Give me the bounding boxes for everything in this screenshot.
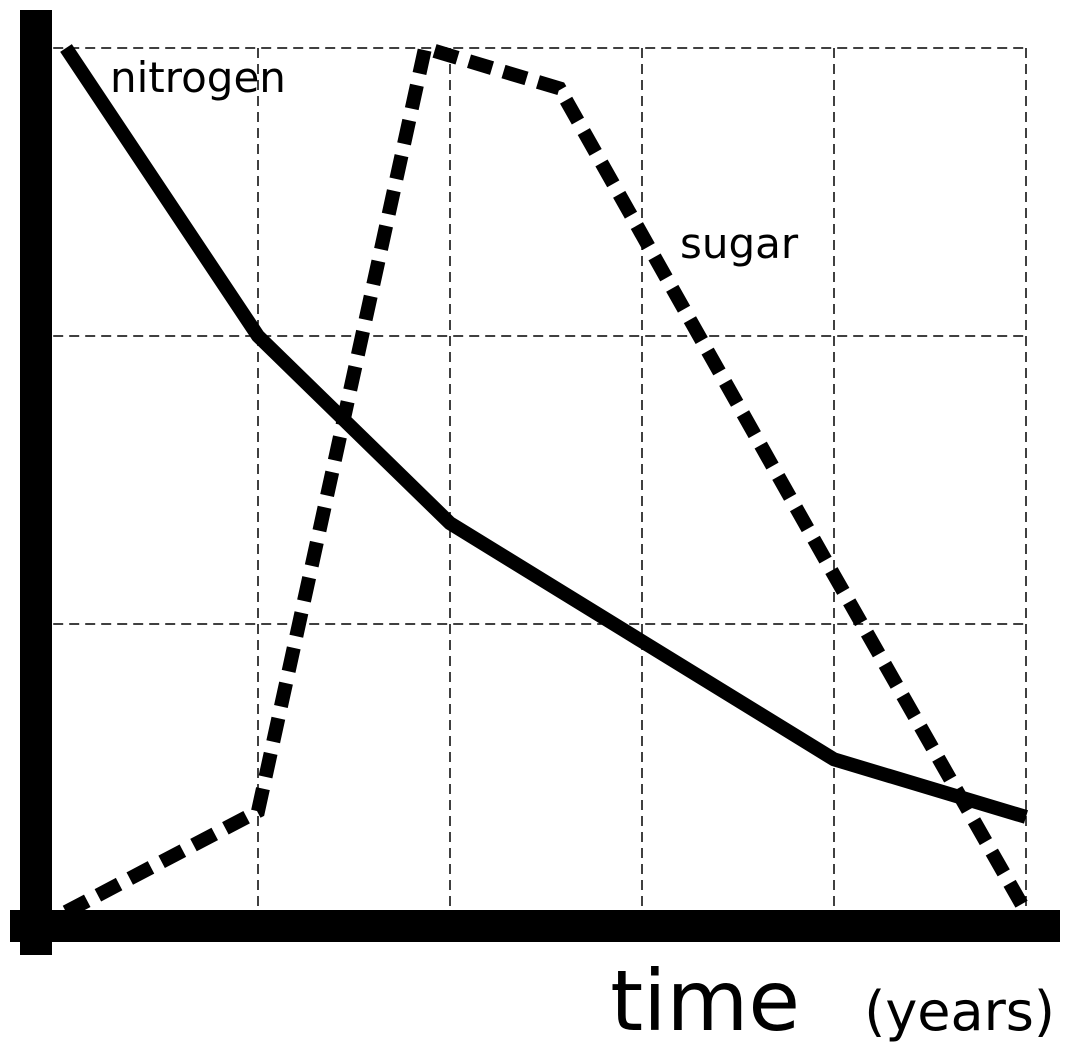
x-axis-unit: (years)	[864, 980, 1055, 1043]
series-line	[62, 39, 1033, 919]
series-label: sugar	[680, 219, 799, 268]
series-line	[60, 44, 1029, 824]
series-label: nitrogen	[110, 53, 286, 102]
x-axis-label: time	[610, 952, 800, 1049]
